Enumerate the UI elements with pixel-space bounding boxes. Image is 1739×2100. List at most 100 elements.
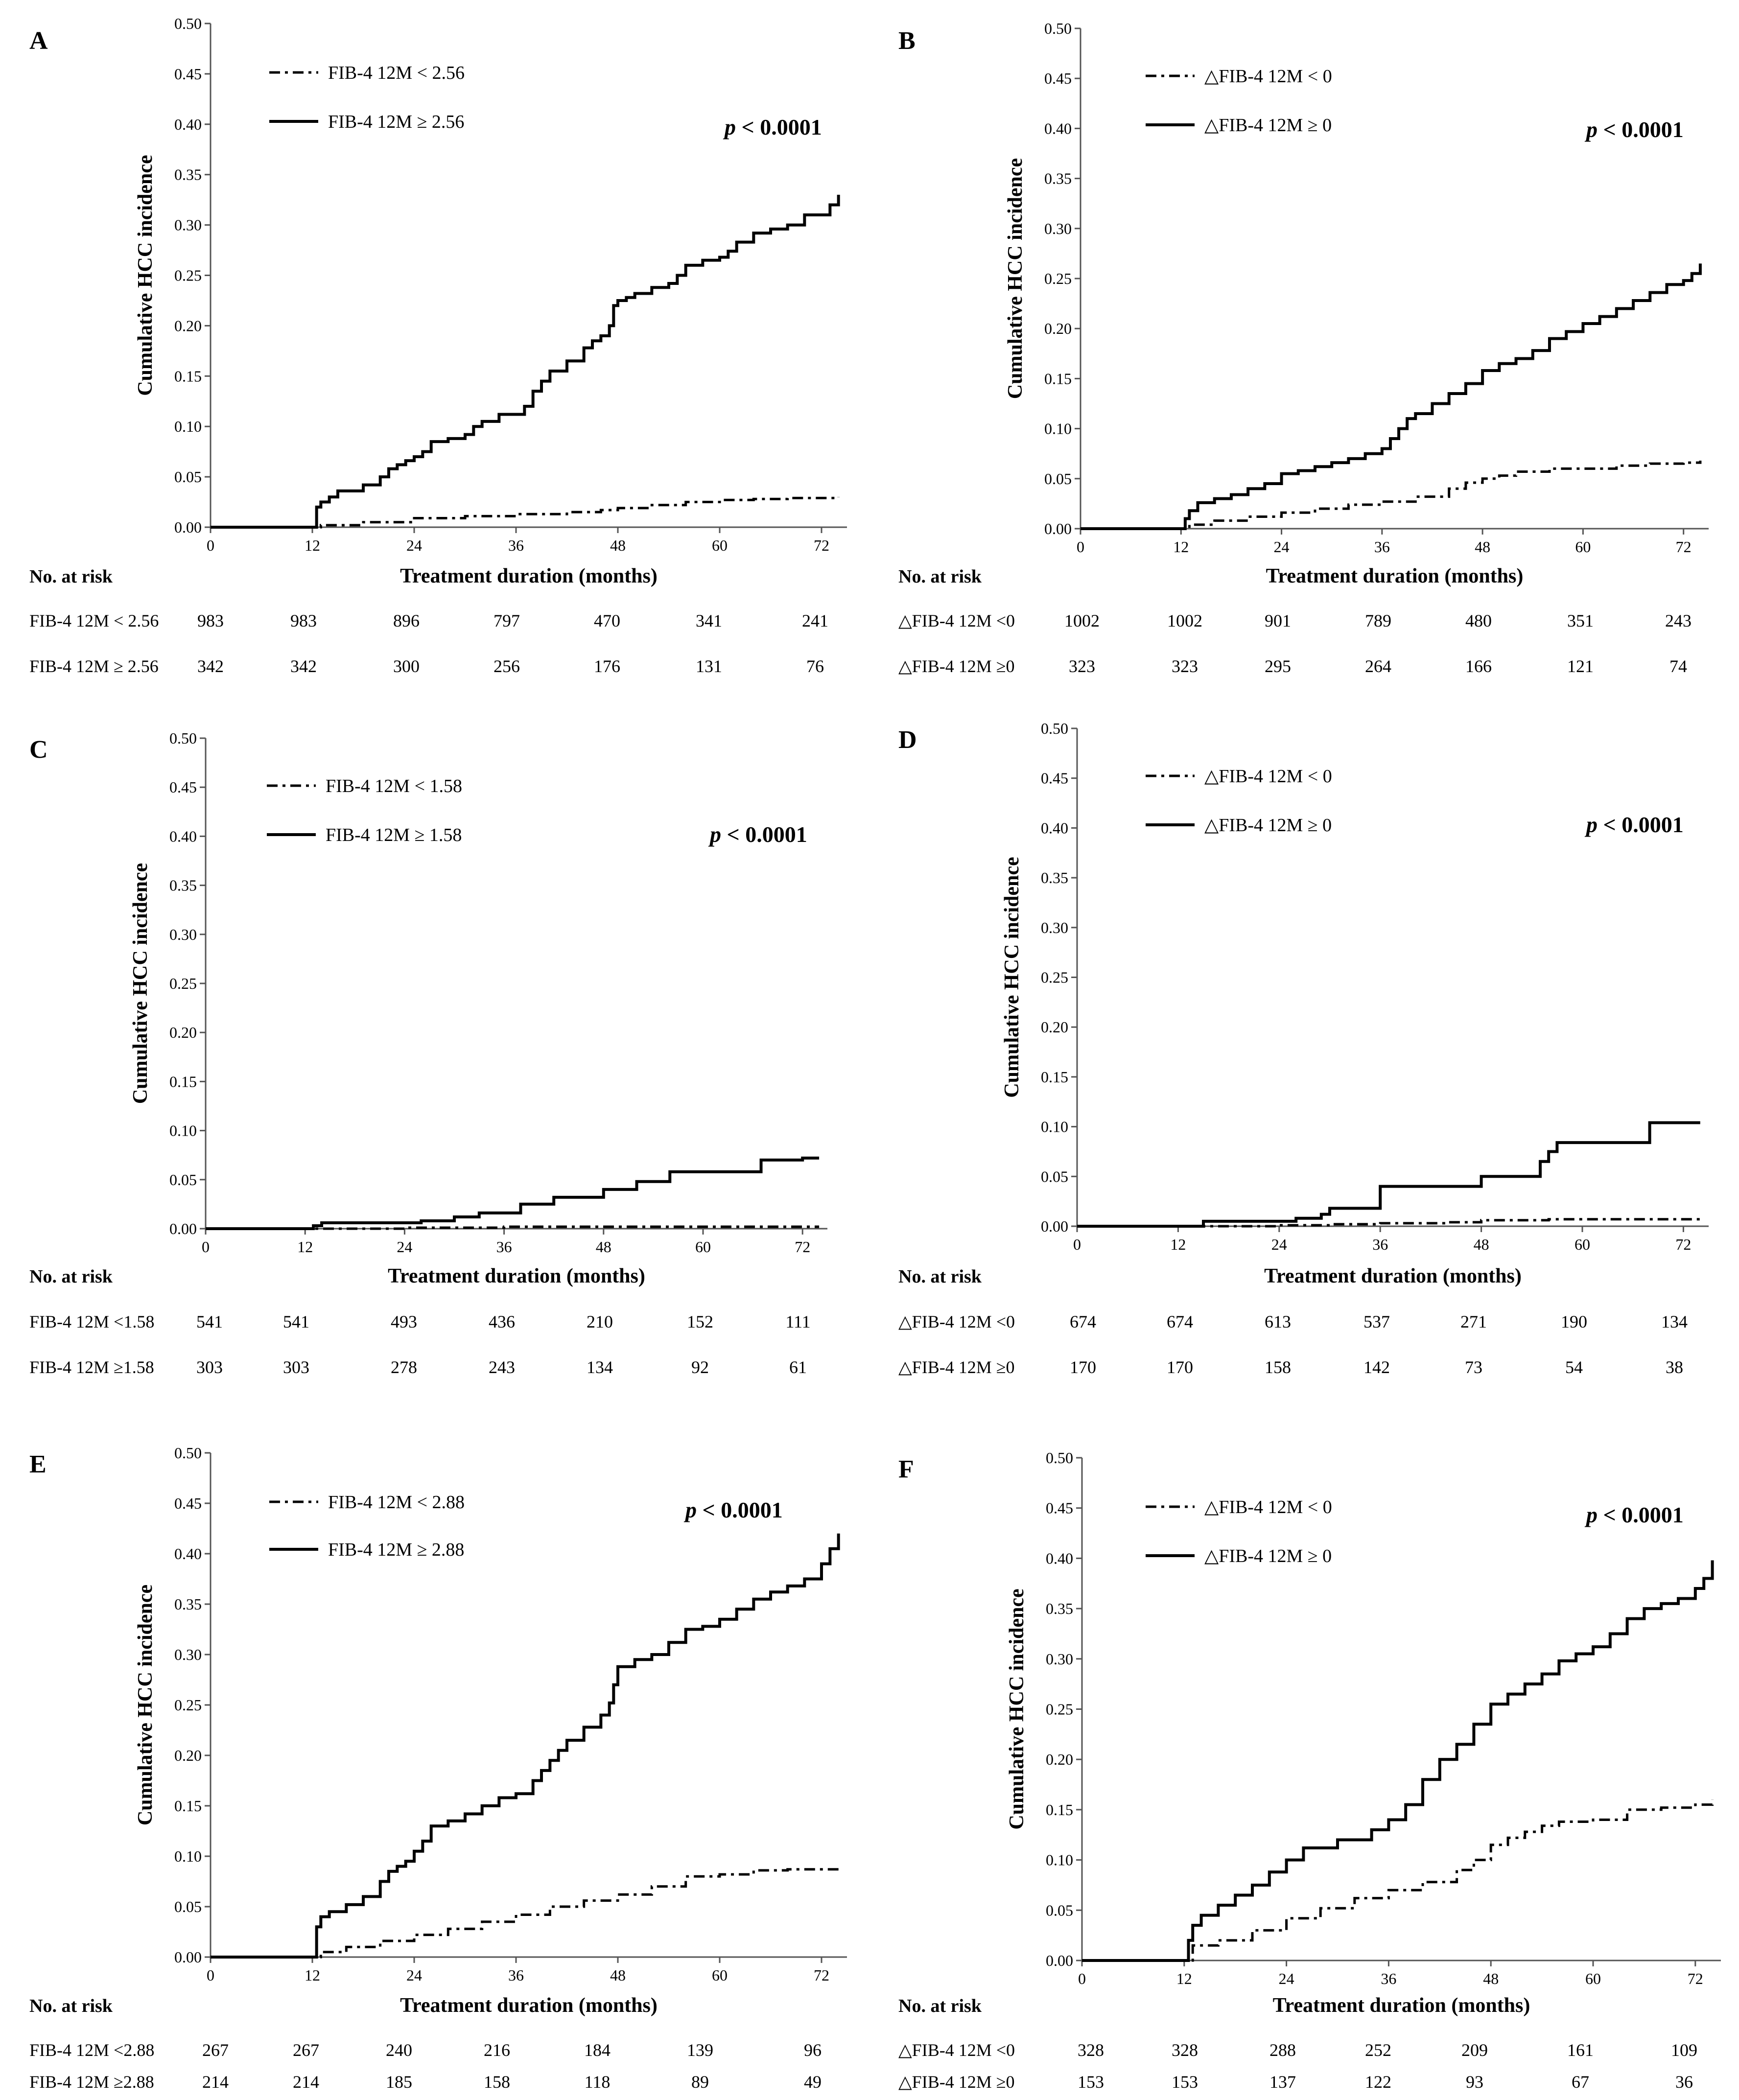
risk-value: 351 <box>1567 611 1594 630</box>
legend-label-1: FIB-4 12M < 2.88 <box>328 1492 465 1513</box>
y-tick-label: 0.40 <box>1044 119 1072 137</box>
risk-value: 267 <box>202 2040 229 2060</box>
y-tick-label: 0.00 <box>1046 1952 1073 1969</box>
x-tick-label: 72 <box>1675 1236 1691 1253</box>
risk-value: 209 <box>1461 2040 1488 2060</box>
risk-value: 158 <box>484 2072 510 2092</box>
risk-value: 76 <box>806 656 824 676</box>
y-tick-label: 0.50 <box>1041 720 1068 737</box>
y-axis-label: Cumulative HCC incidence <box>1004 158 1027 399</box>
risk-value: 118 <box>585 2072 611 2092</box>
legend-label-1: FIB-4 12M < 1.58 <box>326 776 462 796</box>
y-tick-label: 0.10 <box>174 418 202 435</box>
y-tick-label: 0.50 <box>174 1444 202 1462</box>
risk-value: 142 <box>1363 1357 1390 1377</box>
legend-label-2: △FIB-4 12M ≥ 0 <box>1204 1546 1332 1566</box>
series-line-2 <box>211 1533 840 1959</box>
risk-value: 184 <box>584 2040 611 2060</box>
y-tick-label: 0.45 <box>1041 770 1068 787</box>
x-tick-label: 36 <box>496 1238 512 1256</box>
risk-value: 323 <box>1069 656 1095 676</box>
y-tick-label: 0.40 <box>174 1545 202 1563</box>
legend-label-2: △FIB-4 12M ≥ 0 <box>1204 815 1332 836</box>
y-tick-label: 0.10 <box>1044 420 1072 438</box>
risk-value: 152 <box>687 1312 713 1331</box>
risk-value: 252 <box>1365 2040 1391 2060</box>
y-tick-label: 0.35 <box>1046 1600 1073 1617</box>
y-tick-label: 0.15 <box>1044 370 1072 387</box>
x-tick-label: 60 <box>1585 1970 1601 1987</box>
x-axis-label: Treatment duration (months) <box>400 1994 658 2017</box>
y-axis-label: Cumulative HCC incidence <box>134 155 157 396</box>
risk-value: 264 <box>1365 656 1391 676</box>
risk-value: 92 <box>691 1357 709 1377</box>
risk-row-label: FIB-4 12M <1.58 <box>29 1312 154 1331</box>
x-tick-label: 12 <box>1176 1970 1192 1987</box>
legend-label-2: △FIB-4 12M ≥ 0 <box>1204 115 1332 136</box>
x-axis-label: Treatment duration (months) <box>388 1265 645 1287</box>
series-line-1 <box>1081 461 1702 530</box>
y-tick-label: 0.20 <box>1044 320 1072 337</box>
y-tick-label: 0.25 <box>174 267 202 284</box>
risk-header: No. at risk <box>898 566 982 587</box>
risk-value: 674 <box>1070 1312 1096 1331</box>
p-value: p < 0.0001 <box>1584 117 1684 142</box>
risk-value: 109 <box>1671 2040 1697 2060</box>
x-tick-label: 72 <box>795 1238 810 1256</box>
x-axis-label: Treatment duration (months) <box>400 565 658 587</box>
risk-value: 541 <box>283 1312 309 1331</box>
y-tick-label: 0.00 <box>174 518 202 536</box>
x-tick-label: 48 <box>610 1966 626 1984</box>
y-tick-label: 0.35 <box>174 1595 202 1613</box>
risk-value: 493 <box>391 1312 417 1331</box>
x-tick-label: 24 <box>1279 1970 1294 1987</box>
risk-value: 74 <box>1669 656 1687 676</box>
risk-header: No. at risk <box>29 566 113 587</box>
x-tick-label: 72 <box>814 537 829 554</box>
y-tick-label: 0.15 <box>174 1797 202 1815</box>
x-tick-label: 48 <box>1474 1236 1489 1253</box>
y-tick-label: 0.35 <box>174 166 202 184</box>
risk-value: 328 <box>1172 2040 1198 2060</box>
x-tick-label: 36 <box>508 1966 524 1984</box>
risk-value: 541 <box>196 1312 223 1331</box>
risk-value: 295 <box>1265 656 1291 676</box>
y-tick-label: 0.05 <box>1044 470 1072 488</box>
p-value: p < 0.0001 <box>723 115 822 140</box>
risk-value: 901 <box>1265 611 1291 630</box>
risk-value: 139 <box>687 2040 713 2060</box>
y-axis-label: Cumulative HCC incidence <box>1006 1588 1028 1829</box>
x-tick-label: 48 <box>1483 1970 1499 1987</box>
y-tick-label: 0.05 <box>1041 1167 1068 1185</box>
y-tick-label: 0.50 <box>1044 20 1072 37</box>
legend-label-1: △FIB-4 12M < 0 <box>1204 66 1332 87</box>
risk-value: 54 <box>1565 1357 1583 1377</box>
panel-b: B 0.00 0.05 0.10 0.15 0.20 0.25 0.30 0.35 0.40 0.4… <box>898 20 1709 676</box>
series-line-2 <box>1077 1121 1700 1228</box>
x-tick-label: 0 <box>207 537 214 554</box>
risk-value: 214 <box>293 2072 319 2092</box>
y-tick-label: 0.30 <box>1046 1650 1073 1668</box>
panel-e: E 0.00 0.05 0.10 0.15 0.20 0.25 0.30 0.35 0.40 0.4… <box>29 1444 847 2092</box>
risk-value: 38 <box>1666 1357 1683 1377</box>
risk-value: 96 <box>804 2040 822 2060</box>
x-tick-label: 60 <box>1574 1236 1590 1253</box>
panel-label: E <box>29 1450 47 1478</box>
risk-value: 613 <box>1265 1312 1291 1331</box>
y-tick-label: 0.05 <box>1046 1901 1073 1919</box>
risk-value: 243 <box>1665 611 1692 630</box>
y-tick-label: 0.25 <box>174 1696 202 1714</box>
x-tick-label: 72 <box>1688 1970 1703 1987</box>
x-tick-label: 60 <box>712 1966 728 1984</box>
series-line-1 <box>1077 1218 1700 1228</box>
x-tick-label: 24 <box>1271 1236 1287 1253</box>
risk-header: No. at risk <box>898 1266 982 1287</box>
y-tick-label: 0.20 <box>169 1024 197 1041</box>
risk-value: 271 <box>1460 1312 1487 1331</box>
y-axis-label: Cumulative HCC incidence <box>129 863 152 1104</box>
risk-value: 278 <box>391 1357 417 1377</box>
x-tick-label: 48 <box>610 537 626 554</box>
p-value: p < 0.0001 <box>1584 812 1684 837</box>
legend-label-1: △FIB-4 12M < 0 <box>1204 1497 1332 1517</box>
